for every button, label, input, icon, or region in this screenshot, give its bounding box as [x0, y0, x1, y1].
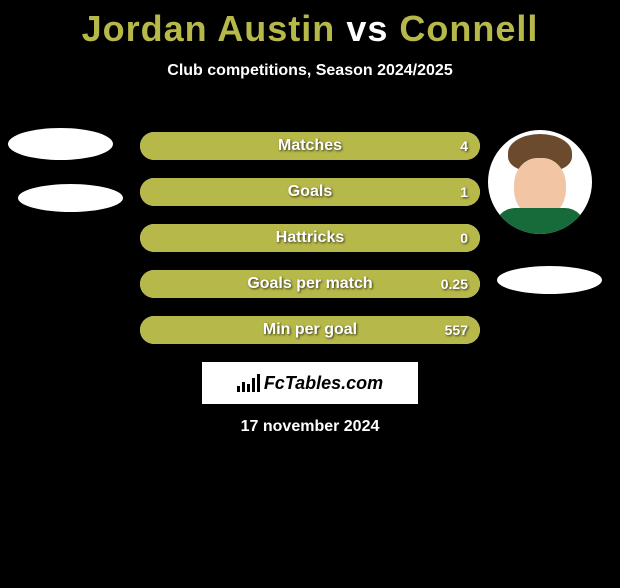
logo-bars-icon — [237, 374, 260, 392]
fctables-logo: FcTables.com — [202, 362, 418, 404]
logo-bar-segment — [252, 378, 255, 392]
stat-label: Hattricks — [276, 229, 344, 247]
player2-team-placeholder — [497, 266, 602, 294]
logo-bar-segment — [247, 384, 250, 392]
vs-text: vs — [346, 8, 388, 49]
stat-value-right: 0 — [460, 230, 468, 246]
subtitle: Club competitions, Season 2024/2025 — [0, 62, 620, 80]
stat-label: Min per goal — [263, 321, 357, 339]
player1-avatar-placeholder — [8, 128, 113, 160]
logo-bar-segment — [257, 374, 260, 392]
stat-bar: Hattricks 0 — [140, 224, 480, 252]
stat-value-right: 1 — [460, 184, 468, 200]
player2-avatar — [488, 130, 592, 234]
date-label: 17 november 2024 — [241, 418, 380, 436]
logo-bar-segment — [237, 386, 240, 392]
stat-bar: Goals per match 0.25 — [140, 270, 480, 298]
avatar-shirt — [495, 208, 585, 234]
stat-value-right: 0.25 — [441, 276, 468, 292]
player2-name: Connell — [399, 8, 538, 49]
stat-label: Goals per match — [247, 275, 372, 293]
stat-value-right: 557 — [445, 322, 468, 338]
player1-team-placeholder — [18, 184, 123, 212]
comparison-title: Jordan Austin vs Connell — [0, 8, 620, 50]
player1-name: Jordan Austin — [82, 8, 336, 49]
stat-bar: Goals 1 — [140, 178, 480, 206]
logo-bar-segment — [242, 382, 245, 392]
stat-value-right: 4 — [460, 138, 468, 154]
stat-bar: Min per goal 557 — [140, 316, 480, 344]
logo-text: FcTables.com — [264, 373, 383, 394]
stat-label: Goals — [288, 183, 332, 201]
stat-bars: Matches 4 Goals 1 Hattricks 0 Goals per match 0… — [140, 132, 480, 362]
stat-label: Matches — [278, 137, 342, 155]
stat-bar: Matches 4 — [140, 132, 480, 160]
